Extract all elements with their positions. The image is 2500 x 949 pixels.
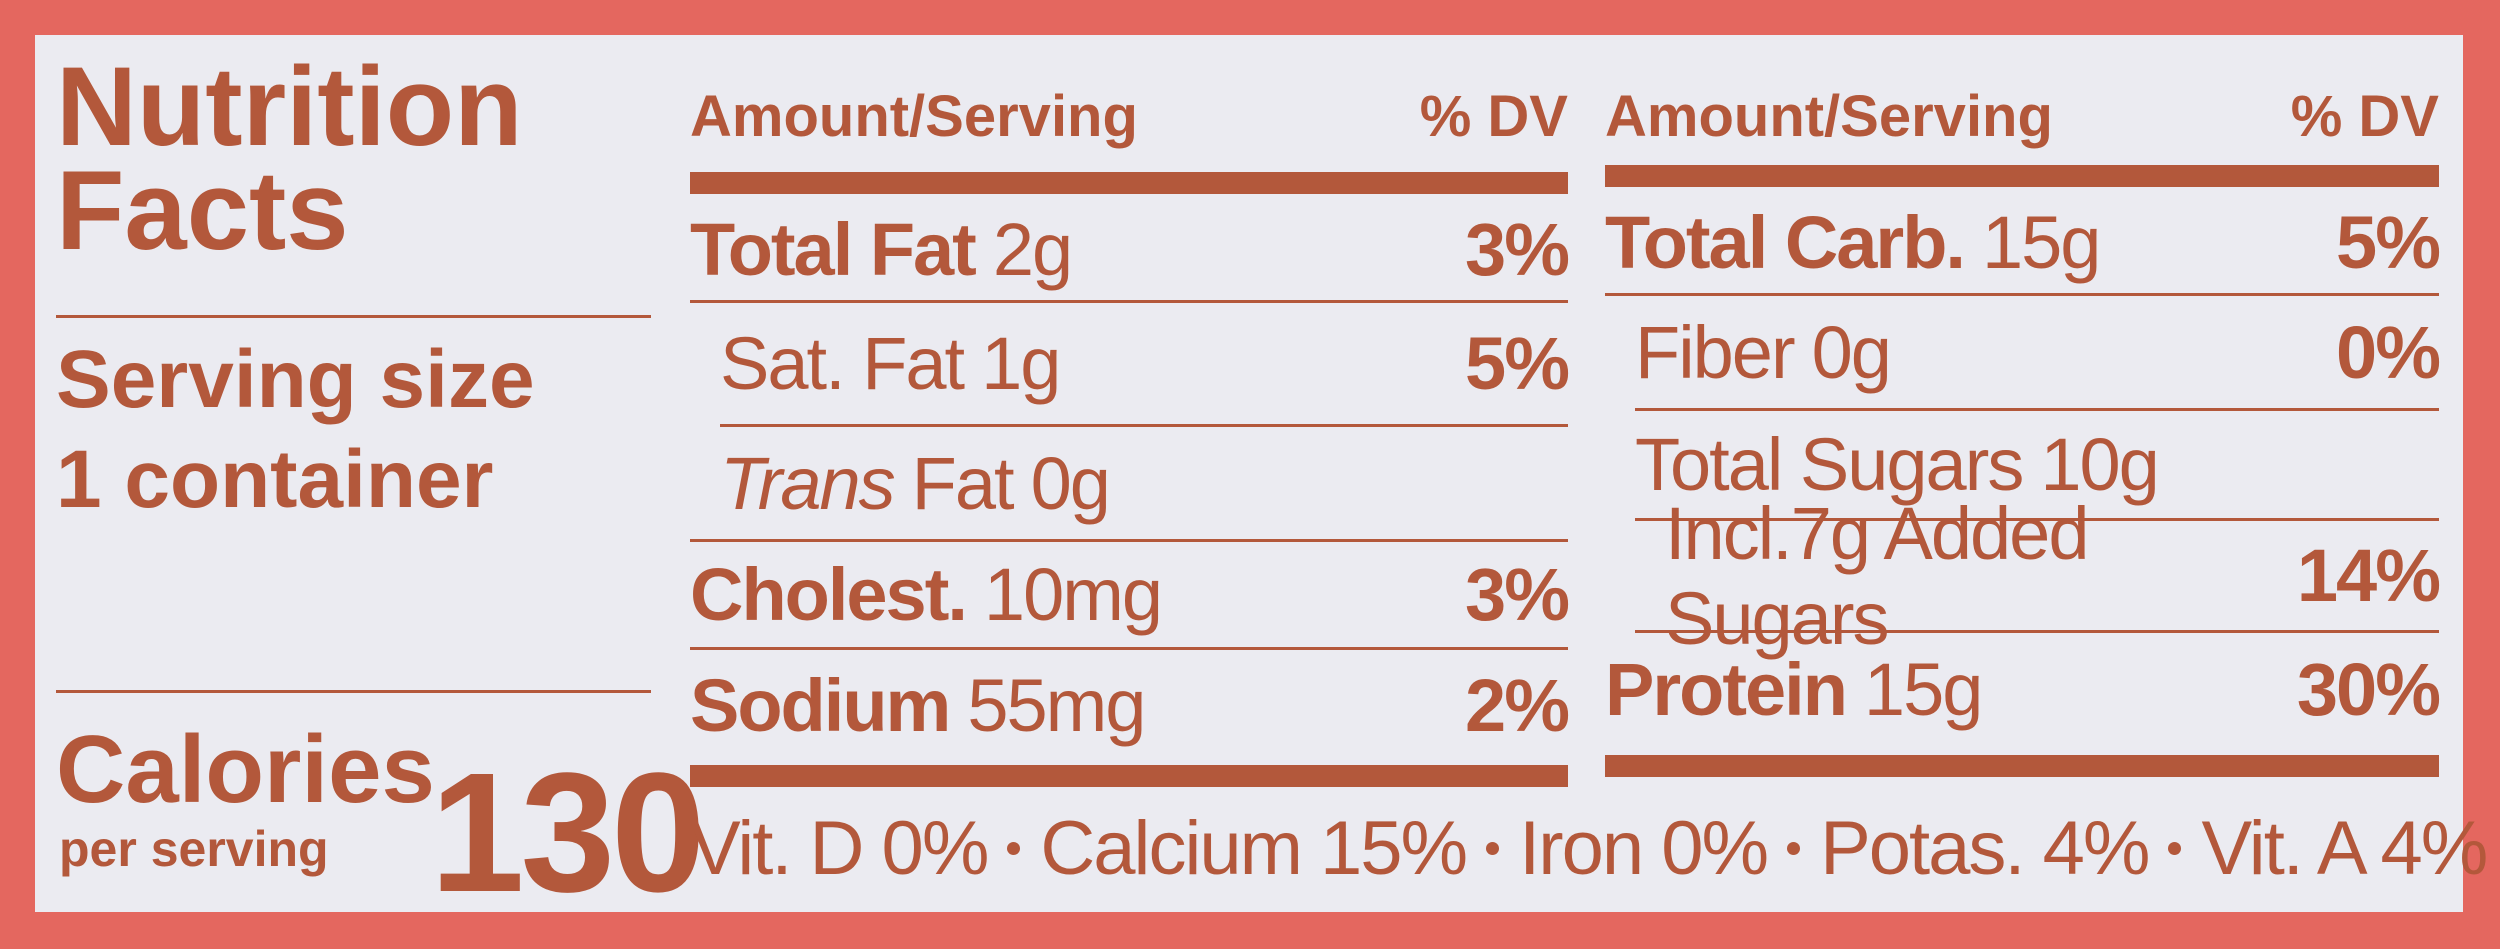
nutrient-name: Total Sugars xyxy=(1635,423,2024,506)
title: Nutrition Facts xyxy=(56,44,523,273)
label-panel: Nutrition Facts Serving size 1 container… xyxy=(35,35,2488,928)
separator xyxy=(1486,842,1500,855)
amount: 0g xyxy=(1030,441,1111,525)
vitamin: Calcium 15% xyxy=(1040,806,1468,891)
vitamin: Vit. A 4% xyxy=(2201,806,2488,891)
nutrient-row: Sodium 55mg 2% xyxy=(690,650,1570,760)
nutrient-name: Incl.7g Added Sugars xyxy=(1665,491,2089,660)
vitamins: Vit. D 0% Calcium 15% Iron 0% Potas. 4% … xyxy=(690,805,2488,892)
separator xyxy=(1787,842,1801,855)
nutrient-name-italic: Trans xyxy=(720,441,896,525)
vitamin: Potas. 4% xyxy=(1820,806,2150,891)
nutrient-name: Sodium xyxy=(690,663,951,747)
calories-sublabel: per serving xyxy=(59,821,329,877)
dv: 3% xyxy=(1465,553,1570,636)
dv: 5% xyxy=(1465,322,1570,405)
dv: 3% xyxy=(1465,207,1570,291)
amount: 2g xyxy=(992,207,1073,291)
nutrient-row: Total Sugars 10g xyxy=(1635,411,2439,521)
amount: 10mg xyxy=(983,553,1163,636)
amount: 0g xyxy=(1811,310,1892,394)
nutrient-row: Sat. Fat 1g 5% xyxy=(720,303,1570,427)
dv: 30% xyxy=(2296,647,2441,731)
dv: 5% xyxy=(2336,200,2441,284)
bar xyxy=(690,172,1568,194)
divider xyxy=(56,315,651,318)
nutrient-name: Fat xyxy=(911,441,1015,525)
nutrient-name: Sat. Fat xyxy=(720,322,965,405)
nutrient-name: Total Fat xyxy=(690,207,977,291)
nutrient-row: Trans Fat 0g xyxy=(690,427,1568,542)
amount: 55mg xyxy=(967,663,1146,747)
amount: 10g xyxy=(2040,423,2159,506)
calories-label: Calories xyxy=(56,716,435,823)
nutrient-row: Incl.7g Added Sugars 14% xyxy=(1635,492,2441,660)
vitamin: Vit. D 0% xyxy=(690,806,989,891)
nutrient-name: Total Carb. xyxy=(1605,200,1966,284)
col-header: Amount/Serving xyxy=(1605,84,2053,149)
col-header: % DV xyxy=(1419,84,1568,149)
separator xyxy=(2168,842,2182,855)
divider xyxy=(56,690,651,693)
nutrient-row: Total Fat 2g 3% xyxy=(690,198,1570,303)
amount: 1g xyxy=(981,322,1061,405)
nutrient-name: Cholest. xyxy=(690,553,968,636)
separator xyxy=(1007,842,1021,855)
nutrient-row: Protein 15g 30% xyxy=(1605,633,2441,745)
calories-value: 130 xyxy=(430,738,706,928)
vitamin: Iron 0% xyxy=(1519,806,1769,891)
amount: 15g xyxy=(1981,200,2101,284)
nutrient-row: Total Carb. 15g 5% xyxy=(1605,191,2441,296)
col-header: % DV xyxy=(2290,84,2439,149)
dv: 0% xyxy=(2336,310,2441,394)
amount: 15g xyxy=(1863,647,1983,731)
serving-value: 1 container xyxy=(56,434,494,525)
col-header: Amount/Serving xyxy=(690,84,1138,149)
nutrient-row: Cholest. 10mg 3% xyxy=(690,542,1570,650)
serving-label: Serving size xyxy=(56,334,535,425)
dv: 2% xyxy=(1465,663,1570,747)
nutrient-name: Fiber xyxy=(1635,310,1796,394)
dv: 14% xyxy=(2296,534,2441,617)
nutrient-name: Protein xyxy=(1605,647,1848,731)
bar xyxy=(1605,165,2439,187)
bar xyxy=(690,765,1568,787)
bar xyxy=(1605,755,2439,777)
nutrient-row: Fiber 0g 0% xyxy=(1635,296,2441,411)
